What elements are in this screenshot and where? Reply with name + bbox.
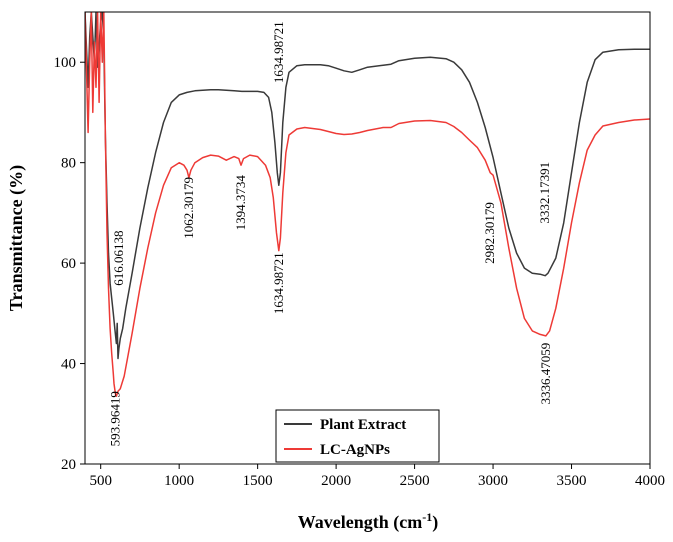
peak-annotation: 593.96419 <box>107 391 122 446</box>
x-tick-label: 3000 <box>478 473 508 489</box>
x-axis-title: Wavelength (cm-1) <box>298 510 438 533</box>
x-tick-label: 2000 <box>321 473 351 489</box>
peak-annotation: 1062.30179 <box>181 177 196 239</box>
series-line-plant-extract <box>85 12 650 360</box>
y-axis-title: Transmittance (%) <box>6 165 27 311</box>
annotations: 616.06138 593.96419 1062.30179 1394.3734 163… <box>107 21 552 446</box>
y-tick-label: 80 <box>61 156 76 172</box>
x-tick-label: 500 <box>89 473 112 489</box>
plot-area <box>85 12 650 397</box>
x-tick-label: 3500 <box>557 473 587 489</box>
axes: 500 1000 1500 2000 2500 3000 3500 4000 20 40 60 80 1… <box>54 55 666 489</box>
x-tick-label: 2500 <box>400 473 430 489</box>
x-tick-label: 1000 <box>164 473 194 489</box>
y-tick-label: 40 <box>61 357 76 373</box>
legend-box <box>275 409 440 463</box>
legend-label-lc-agnps: LC-AgNPs <box>320 442 390 458</box>
legend-label-plant-extract: Plant Extract <box>320 417 406 433</box>
x-tick-label: 4000 <box>635 473 665 489</box>
plot-frame <box>84 11 651 465</box>
peak-annotation: 1634.98721 <box>271 252 286 314</box>
y-tick-label: 100 <box>54 55 77 71</box>
peak-annotation: 3332.17391 <box>537 162 552 224</box>
peak-annotation: 3336.47059 <box>538 343 553 405</box>
y-tick-label: 20 <box>61 457 76 473</box>
series-line-lc-agnps <box>85 12 650 397</box>
y-tick-label: 60 <box>61 256 76 272</box>
peak-annotation: 2982.30179 <box>482 202 497 264</box>
peak-annotation: 1634.98721 <box>271 21 286 83</box>
peak-annotation: 1394.3734 <box>233 175 248 231</box>
legend: Plant Extract LC-AgNPs <box>275 409 440 463</box>
x-tick-label: 1500 <box>243 473 273 489</box>
peak-annotation: 616.06138 <box>111 230 126 285</box>
